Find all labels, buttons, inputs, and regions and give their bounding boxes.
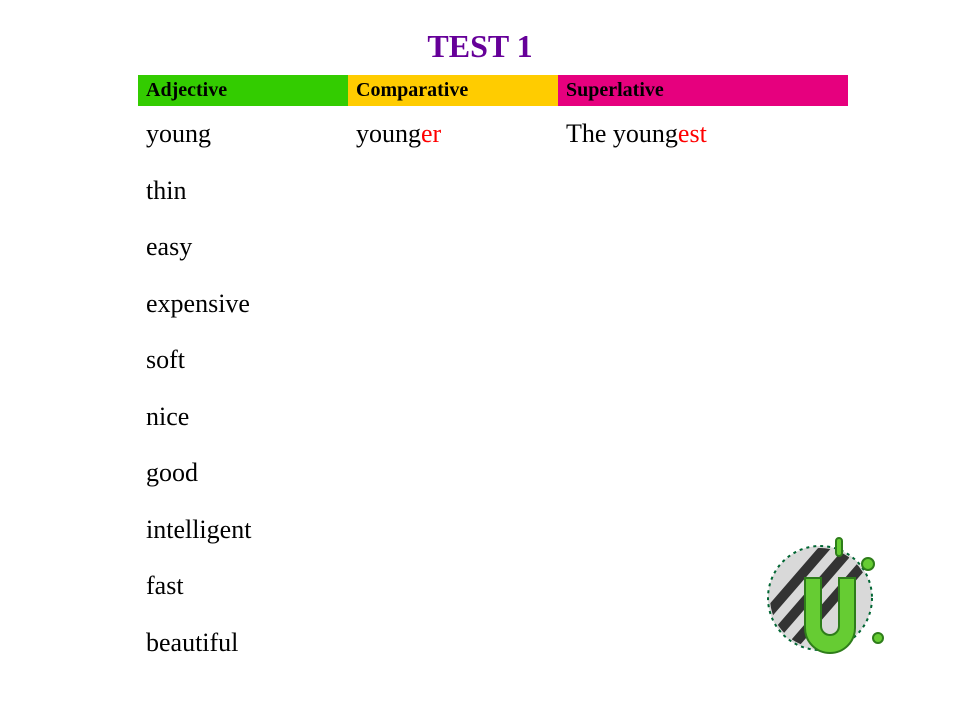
cell-comparative	[348, 219, 558, 276]
slide: TEST 1 Adjective Comparative Superlative…	[0, 0, 960, 720]
cell-adjective: nice	[138, 389, 348, 446]
table-row: young younger The youngest	[138, 106, 848, 163]
cell-superlative	[558, 389, 848, 446]
header-comparative: Comparative	[348, 75, 558, 106]
cell-superlative	[558, 332, 848, 389]
table-row: fast	[138, 558, 848, 615]
cell-adjective: soft	[138, 332, 348, 389]
table-row: thin	[138, 163, 848, 220]
header-superlative: Superlative	[558, 75, 848, 106]
cell-comparative	[348, 276, 558, 333]
cell-comparative	[348, 389, 558, 446]
cell-comparative	[348, 332, 558, 389]
table-row: nice	[138, 389, 848, 446]
cell-adjective: good	[138, 445, 348, 502]
cell-adjective: young	[138, 106, 348, 163]
cell-adjective: expensive	[138, 276, 348, 333]
table-row: expensive	[138, 276, 848, 333]
cell-adjective: easy	[138, 219, 348, 276]
cell-comparative: younger	[348, 106, 558, 163]
cell-comparative	[348, 502, 558, 559]
header-adjective: Adjective	[138, 75, 348, 106]
cell-adjective: beautiful	[138, 615, 348, 672]
cell-comparative	[348, 558, 558, 615]
page-title: TEST 1	[0, 0, 960, 75]
sup-suffix: est	[678, 119, 707, 148]
comp-suffix: er	[421, 119, 441, 148]
cell-superlative	[558, 445, 848, 502]
sup-stem: young	[613, 119, 678, 148]
cell-comparative	[348, 615, 558, 672]
sup-prefix: The	[566, 119, 613, 148]
cell-adjective: intelligent	[138, 502, 348, 559]
decorative-corner-icon	[750, 520, 890, 660]
cell-comparative	[348, 445, 558, 502]
cell-superlative	[558, 163, 848, 220]
cell-superlative: The youngest	[558, 106, 848, 163]
cell-adjective: thin	[138, 163, 348, 220]
table-row: beautiful	[138, 615, 848, 672]
cell-comparative	[348, 163, 558, 220]
table-row: easy	[138, 219, 848, 276]
cell-superlative	[558, 219, 848, 276]
comparison-table-wrap: Adjective Comparative Superlative young …	[138, 75, 848, 671]
table-header-row: Adjective Comparative Superlative	[138, 75, 848, 106]
table-row: soft	[138, 332, 848, 389]
cell-superlative	[558, 276, 848, 333]
comp-stem: young	[356, 119, 421, 148]
cell-adjective: fast	[138, 558, 348, 615]
table-row: good	[138, 445, 848, 502]
table-row: intelligent	[138, 502, 848, 559]
comparison-table: Adjective Comparative Superlative young …	[138, 75, 848, 671]
